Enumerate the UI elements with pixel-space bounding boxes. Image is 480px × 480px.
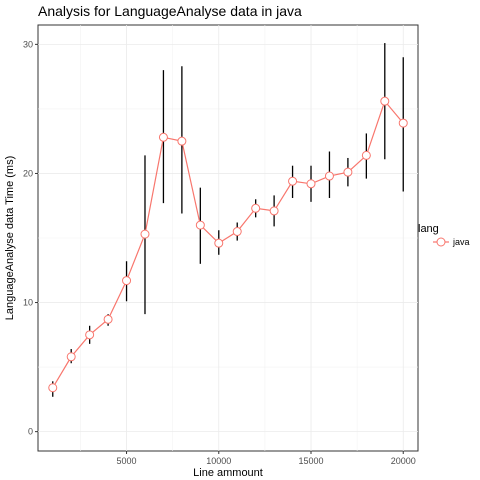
x-axis-label: Line ammount bbox=[193, 467, 263, 479]
chart-title: Analysis for LanguageAnalyse data in jav… bbox=[38, 3, 302, 19]
y-axis-label: LanguageAnalyse data Time (ms) bbox=[4, 156, 16, 320]
data-point bbox=[306, 179, 316, 189]
legend-title: lang bbox=[418, 223, 439, 235]
x-tick-label: 5000 bbox=[117, 456, 137, 466]
data-point bbox=[251, 203, 261, 213]
x-axis-ticks: 5000 10000 15000 20000 bbox=[117, 451, 416, 466]
data-point bbox=[380, 96, 390, 106]
data-point bbox=[214, 238, 224, 248]
series-points bbox=[48, 96, 408, 393]
y-tick-label: 10 bbox=[23, 298, 33, 308]
legend-point-key bbox=[436, 237, 446, 247]
data-point bbox=[158, 132, 168, 142]
data-point bbox=[288, 176, 298, 186]
data-point bbox=[66, 352, 76, 362]
legend: lang java bbox=[418, 223, 470, 247]
legend-label-java: java bbox=[452, 237, 470, 247]
data-point bbox=[269, 206, 279, 216]
data-point bbox=[361, 150, 371, 160]
data-point bbox=[122, 276, 132, 286]
y-tick-label: 30 bbox=[23, 39, 33, 49]
y-axis-ticks: 0 10 20 30 bbox=[23, 39, 38, 437]
data-point bbox=[324, 171, 334, 181]
data-point bbox=[48, 383, 58, 393]
x-tick-label: 15000 bbox=[298, 456, 323, 466]
data-point bbox=[232, 227, 242, 237]
y-tick-label: 20 bbox=[23, 168, 33, 178]
data-point bbox=[398, 118, 408, 128]
data-point bbox=[140, 229, 150, 239]
data-point bbox=[177, 136, 187, 146]
data-point bbox=[103, 314, 113, 324]
data-point bbox=[85, 330, 95, 340]
data-point bbox=[195, 220, 205, 230]
y-tick-label: 0 bbox=[28, 427, 33, 437]
x-tick-label: 10000 bbox=[206, 456, 231, 466]
data-point bbox=[343, 167, 353, 177]
x-tick-label: 20000 bbox=[391, 456, 416, 466]
